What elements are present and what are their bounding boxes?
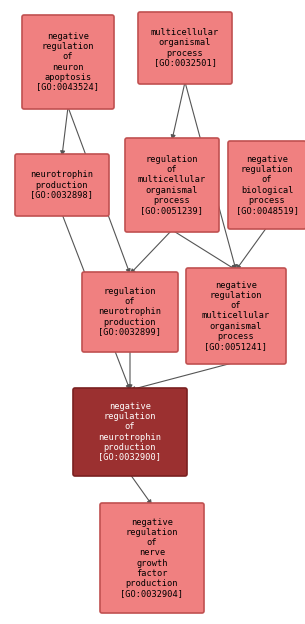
Text: regulation
of
multicellular
organismal
process
[GO:0051239]: regulation of multicellular organismal p… [138, 155, 206, 215]
Text: negative
regulation
of
biological
process
[GO:0048519]: negative regulation of biological proces… [235, 155, 299, 215]
FancyBboxPatch shape [100, 503, 204, 613]
FancyBboxPatch shape [125, 138, 219, 232]
Text: multicellular
organismal
process
[GO:0032501]: multicellular organismal process [GO:003… [151, 29, 219, 67]
FancyBboxPatch shape [186, 268, 286, 364]
FancyBboxPatch shape [22, 15, 114, 109]
FancyBboxPatch shape [228, 141, 305, 229]
Text: neurotrophin
production
[GO:0032898]: neurotrophin production [GO:0032898] [30, 170, 94, 200]
Text: regulation
of
neurotrophin
production
[GO:0032899]: regulation of neurotrophin production [G… [99, 288, 162, 336]
FancyBboxPatch shape [73, 388, 187, 476]
Text: negative
regulation
of
nerve
growth
factor
production
[GO:0032904]: negative regulation of nerve growth fact… [120, 519, 184, 598]
Text: negative
regulation
of
multicellular
organismal
process
[GO:0051241]: negative regulation of multicellular org… [202, 281, 270, 351]
Text: negative
regulation
of
neurotrophin
production
[GO:0032900]: negative regulation of neurotrophin prod… [99, 402, 162, 462]
FancyBboxPatch shape [138, 12, 232, 84]
FancyBboxPatch shape [15, 154, 109, 216]
FancyBboxPatch shape [82, 272, 178, 352]
Text: negative
regulation
of
neuron
apoptosis
[GO:0043524]: negative regulation of neuron apoptosis … [37, 32, 99, 92]
